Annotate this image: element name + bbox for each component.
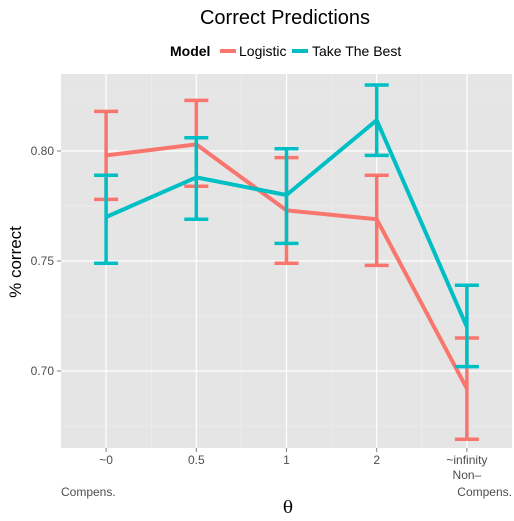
extreme-label-left: Compens. xyxy=(61,485,116,499)
error-bar xyxy=(94,173,119,265)
legend-title: Model xyxy=(170,43,210,59)
legend: Model Logistic Take The Best xyxy=(170,43,401,59)
legend-label-logistic: Logistic xyxy=(239,43,286,59)
x-tick-label: ~0 xyxy=(99,453,113,467)
x-tick-label: 2 xyxy=(373,453,380,467)
x-axis-title: θ xyxy=(283,498,293,518)
y-axis-ticks: 0.70 0.75 0.80 xyxy=(31,144,61,378)
series-take-the-best xyxy=(94,83,479,369)
chart-title: Correct Predictions xyxy=(200,7,370,29)
y-tick-label: 0.75 xyxy=(31,254,55,268)
y-axis-title: % correct xyxy=(6,226,25,298)
x-tick-sublabel: Non– xyxy=(453,468,482,482)
series-line-take-the-best xyxy=(105,118,469,328)
x-tick-label: 1 xyxy=(283,453,290,467)
x-tick-label: ~infinity xyxy=(446,453,487,467)
x-tick-label: 0.5 xyxy=(188,453,205,467)
series-layer xyxy=(94,83,479,441)
y-tick-label: 0.70 xyxy=(31,364,55,378)
y-tick-label: 0.80 xyxy=(31,144,55,158)
extreme-label-right: Compens. xyxy=(457,485,512,499)
legend-label-take-the-best: Take The Best xyxy=(312,43,401,59)
